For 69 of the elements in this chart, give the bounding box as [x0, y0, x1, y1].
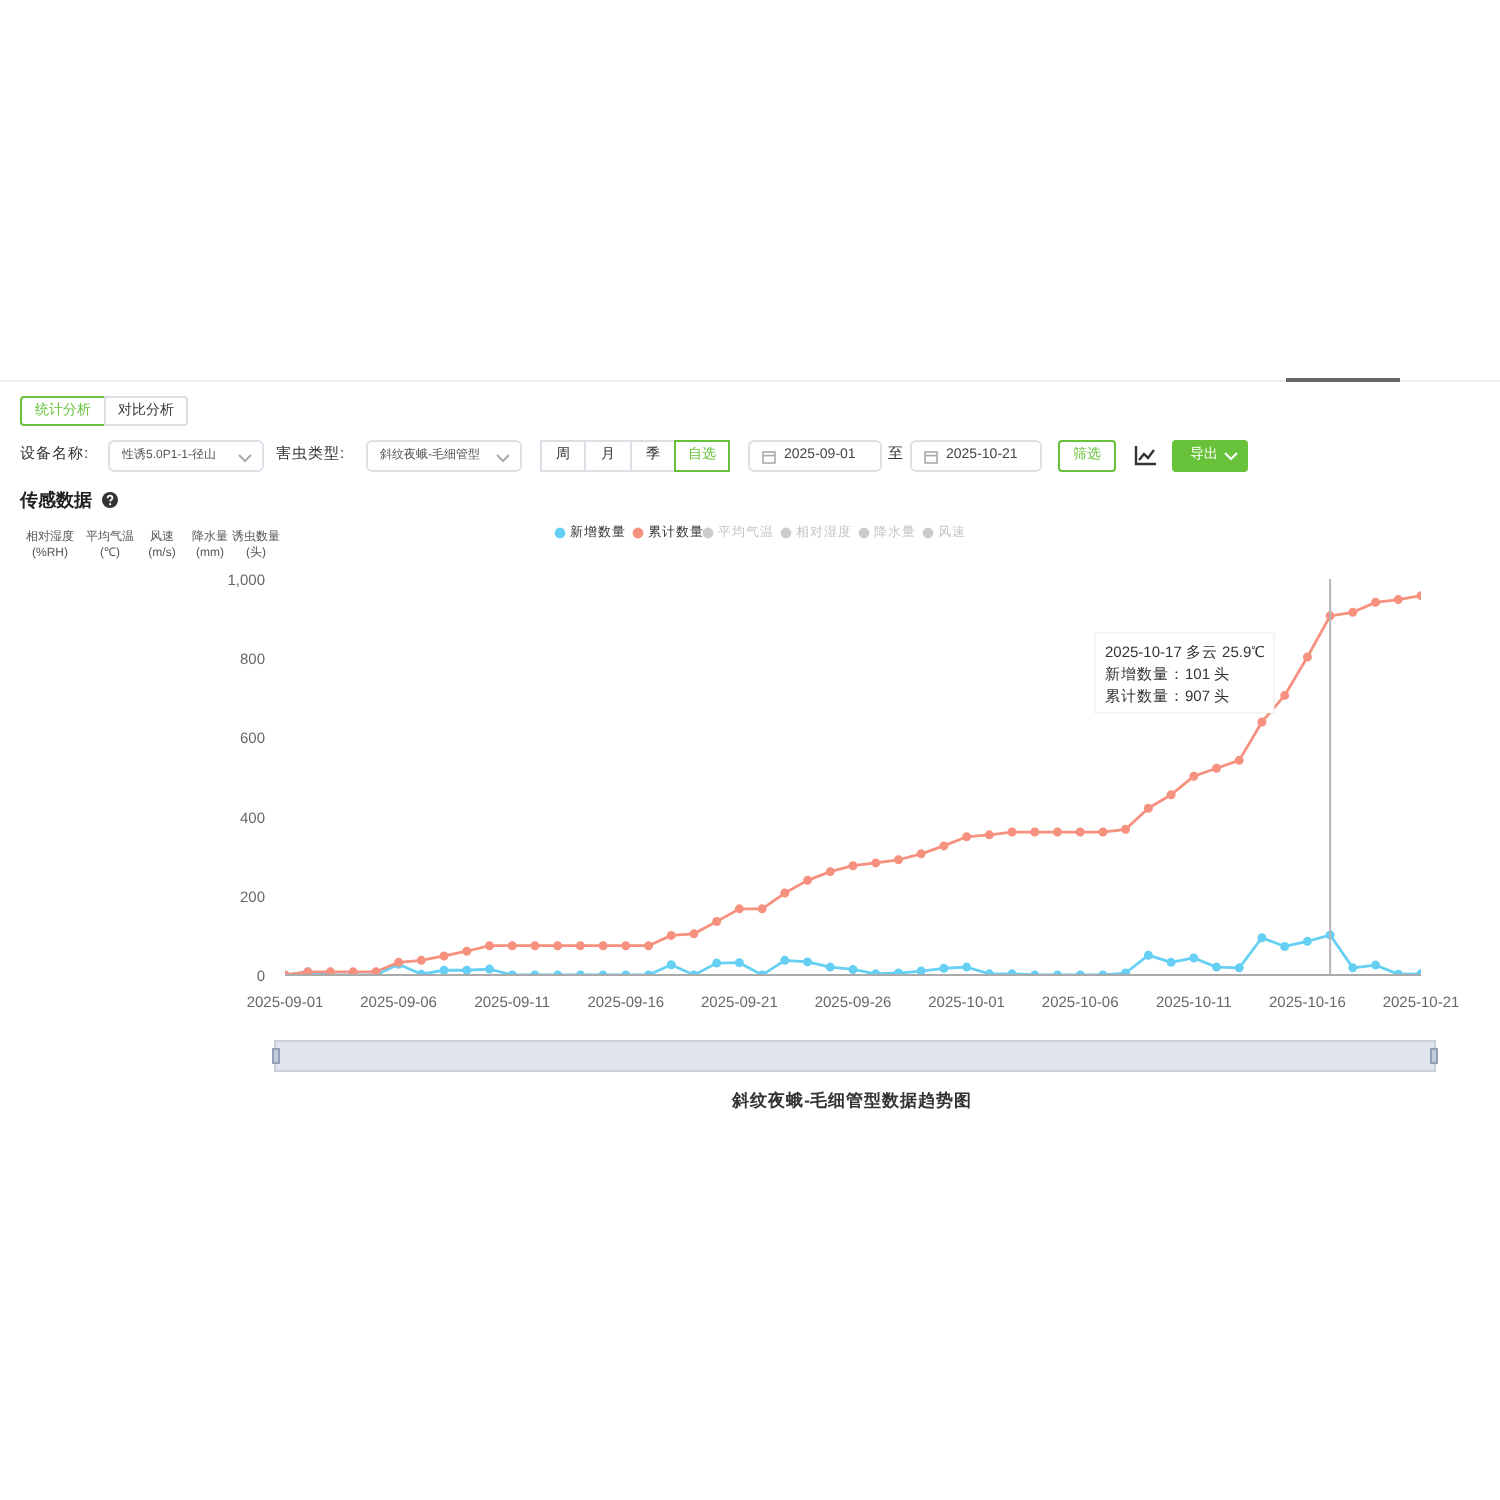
point: [553, 941, 563, 951]
point: [1280, 941, 1290, 951]
point: [962, 832, 972, 842]
point: [734, 904, 744, 914]
point: [916, 849, 926, 859]
point: [1234, 755, 1244, 765]
point: [939, 963, 949, 973]
point: [848, 861, 858, 871]
point: [712, 958, 722, 968]
point: [439, 965, 449, 975]
point: [1075, 827, 1085, 837]
point: [666, 930, 676, 940]
point: [1121, 824, 1131, 834]
point: [462, 946, 472, 956]
point: [825, 962, 835, 972]
point: [803, 875, 813, 885]
point: [530, 941, 540, 951]
point: [780, 955, 790, 965]
point: [1234, 963, 1244, 973]
point: [1371, 597, 1381, 607]
point: [439, 951, 449, 961]
point: [507, 941, 517, 951]
point: [712, 917, 722, 927]
point: [462, 965, 472, 975]
point: [484, 941, 494, 951]
point: [1098, 827, 1108, 837]
point: [484, 964, 494, 974]
point: [1212, 763, 1222, 773]
point: [916, 966, 926, 975]
point: [871, 858, 881, 868]
point: [1302, 652, 1312, 662]
point: [1121, 968, 1131, 975]
point: [1371, 960, 1381, 970]
point: [1257, 717, 1267, 727]
point: [1143, 950, 1153, 960]
point: [757, 904, 767, 914]
point: [1348, 963, 1358, 973]
point: [962, 962, 972, 972]
point: [1393, 595, 1403, 605]
point: [1212, 962, 1222, 972]
point: [848, 964, 858, 974]
point: [780, 888, 790, 898]
point: [1257, 933, 1267, 943]
point: [689, 929, 699, 939]
point: [1166, 957, 1176, 967]
point: [621, 941, 631, 951]
point: [1189, 771, 1199, 781]
point: [939, 841, 949, 851]
point: [416, 955, 426, 965]
point: [734, 958, 744, 968]
point: [666, 960, 676, 970]
point: [1302, 936, 1312, 946]
point: [1007, 827, 1017, 837]
point: [1348, 607, 1358, 617]
point: [825, 867, 835, 877]
text: 斜纹夜蛾-毛细管型数据趋势图: [729, 1088, 974, 1113]
point: [1166, 790, 1176, 800]
point: [893, 855, 903, 865]
point: [644, 941, 654, 951]
point: [984, 830, 994, 840]
point: [598, 941, 608, 951]
point: [575, 941, 585, 951]
point: [1280, 690, 1290, 700]
point: [1030, 827, 1040, 837]
point: [1189, 953, 1199, 963]
point: [1052, 827, 1062, 837]
point: [1143, 803, 1153, 813]
text: 传感数据: [20, 488, 94, 514]
point: [803, 957, 813, 967]
